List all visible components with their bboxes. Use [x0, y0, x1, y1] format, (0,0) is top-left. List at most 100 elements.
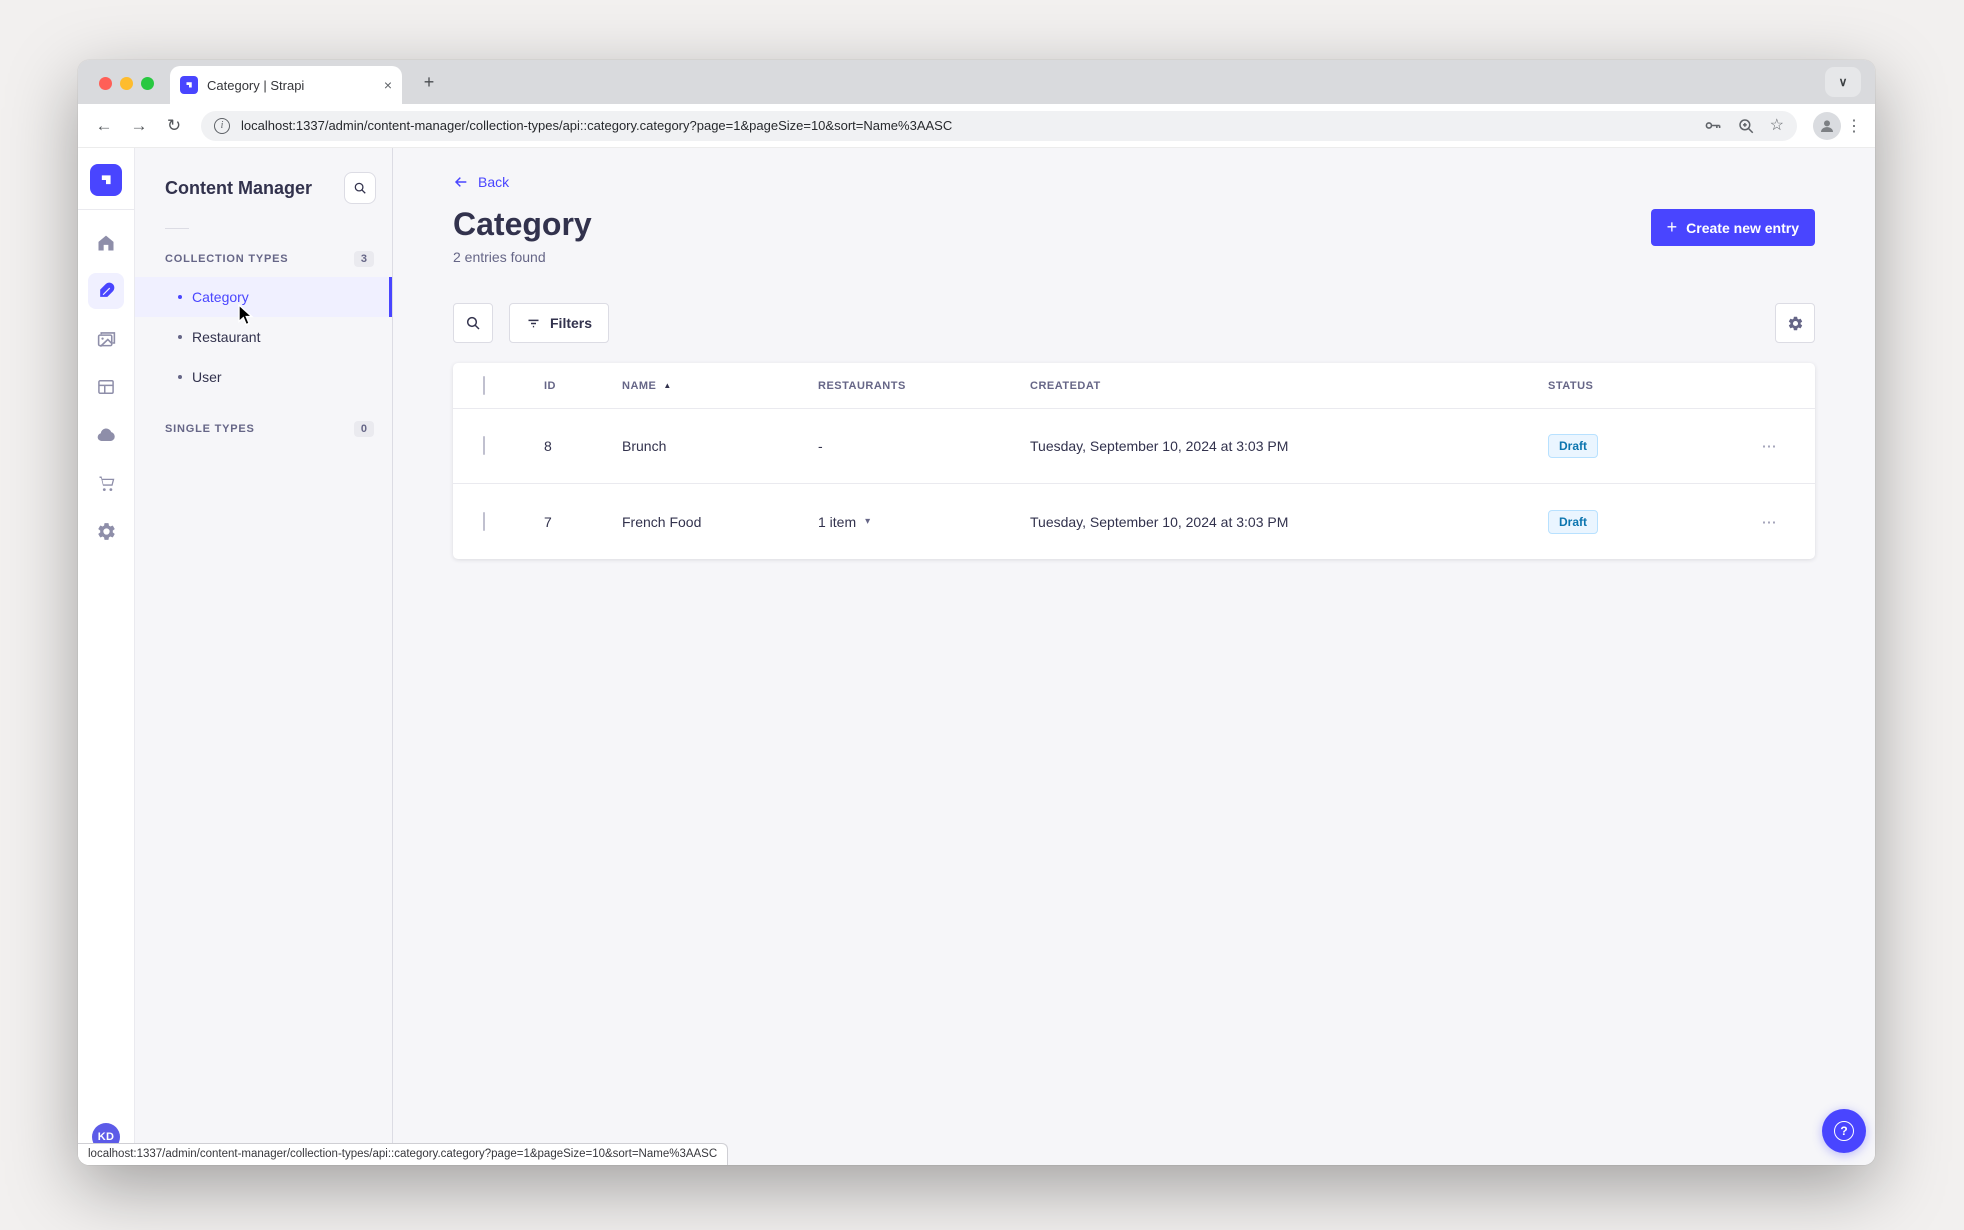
forward-nav-icon[interactable]: →	[130, 115, 148, 135]
new-tab-button[interactable]: +	[423, 71, 435, 92]
filters-label: Filters	[550, 315, 593, 331]
browser-tab[interactable]: Category | Strapi ×	[170, 66, 402, 104]
single-types-label: SINGLE TYPES	[165, 423, 255, 435]
column-header-status[interactable]: STATUS	[1548, 379, 1594, 392]
column-header-restaurants[interactable]: RESTAURANTS	[818, 379, 906, 392]
status-badge: Draft	[1548, 434, 1599, 458]
chevron-down-icon[interactable]: ▾	[865, 516, 871, 527]
nav-content-manager[interactable]	[78, 267, 135, 315]
rail-divider	[78, 209, 134, 210]
tab-strip: Category | Strapi × + ∨	[78, 60, 1875, 104]
strapi-favicon-icon	[180, 76, 198, 94]
site-info-icon[interactable]: i	[214, 117, 230, 134]
single-types-count-badge: 0	[353, 421, 374, 437]
nav-cloud[interactable]	[78, 411, 135, 459]
address-bar[interactable]: i localhost:1337/admin/content-manager/c…	[201, 110, 1797, 141]
question-mark-icon: ?	[1834, 1121, 1854, 1141]
cell-restaurants: -	[818, 438, 823, 454]
collection-types-label: COLLECTION TYPES	[165, 253, 289, 265]
layout-icon	[96, 377, 116, 397]
link-status-bar: localhost:1337/admin/content-manager/col…	[78, 1143, 729, 1165]
sidebar-item-restaurant[interactable]: Restaurant	[135, 317, 392, 357]
nav-media-library[interactable]	[78, 315, 135, 363]
column-header-name[interactable]: NAME	[622, 379, 657, 392]
nav-settings[interactable]	[78, 507, 135, 555]
minimize-window-button[interactable]	[120, 77, 133, 90]
help-button[interactable]: ?	[1822, 1109, 1866, 1153]
row-checkbox[interactable]	[483, 511, 485, 531]
select-all-checkbox[interactable]	[483, 375, 485, 395]
nav-home[interactable]	[78, 219, 135, 267]
entries-count: 2 entries found	[453, 249, 546, 265]
nav-content-type-builder[interactable]	[78, 363, 135, 411]
gear-icon	[96, 521, 117, 542]
filters-button[interactable]: Filters	[509, 303, 610, 343]
back-link[interactable]: Back	[453, 174, 509, 190]
search-icon	[353, 181, 367, 195]
tab-close-icon[interactable]: ×	[383, 77, 392, 93]
search-icon	[465, 315, 481, 331]
strapi-admin: KD Content Manager COLLECTION TYPES 3	[78, 148, 1875, 1165]
nav-marketplace[interactable]	[78, 459, 135, 507]
table-settings-button[interactable]	[1775, 303, 1815, 343]
table-row[interactable]: 7 French Food 1 item ▾ Tuesday, Septembe…	[453, 484, 1815, 559]
cell-name: Brunch	[622, 438, 667, 454]
table-search-button[interactable]	[453, 303, 493, 343]
bullet-icon	[178, 295, 182, 299]
sidebar-item-category[interactable]: Category	[135, 277, 392, 317]
sidebar-item-label: User	[192, 369, 222, 385]
reload-icon[interactable]: ↻	[166, 115, 182, 135]
plus-icon: +	[1666, 217, 1678, 237]
page-title: Category	[453, 206, 592, 242]
collection-types-count-badge: 3	[353, 251, 374, 267]
media-library-icon	[96, 329, 117, 350]
omnibox-actions: ☆	[1703, 116, 1784, 135]
table-row[interactable]: 8 Brunch - Tuesday, September 10, 2024 a…	[453, 409, 1815, 484]
sidebar-item-user[interactable]: User	[135, 357, 392, 397]
cell-createdat: Tuesday, September 10, 2024 at 3:03 PM	[1030, 438, 1289, 454]
entries-table: ID NAME ▲ RESTAURANTS CREATEDAT STATUS 8…	[453, 363, 1815, 559]
subnav-divider	[165, 228, 189, 229]
shopping-cart-icon	[96, 473, 117, 494]
sidebar-item-label: Restaurant	[192, 329, 261, 345]
window-controls	[99, 77, 154, 90]
home-icon	[96, 233, 116, 253]
back-nav-icon[interactable]: ←	[95, 115, 113, 135]
browser-menu-icon[interactable]: ⋮	[1846, 117, 1862, 135]
sort-ascending-icon[interactable]: ▲	[663, 381, 672, 390]
row-menu-icon[interactable]: ⋯	[1761, 513, 1778, 531]
sidebar-item-label: Category	[192, 289, 249, 305]
mouse-cursor	[237, 304, 257, 328]
strapi-logo-icon[interactable]	[90, 164, 122, 196]
url-text[interactable]: localhost:1337/admin/content-manager/col…	[241, 118, 953, 133]
cell-id: 8	[544, 438, 552, 454]
nav-rail: KD	[78, 148, 135, 1165]
cell-name: French Food	[622, 513, 702, 530]
status-badge: Draft	[1548, 509, 1599, 534]
row-checkbox[interactable]	[483, 436, 485, 455]
row-menu-icon[interactable]: ⋯	[1761, 438, 1778, 455]
cell-restaurants[interactable]: 1 item	[818, 513, 857, 530]
cell-createdat: Tuesday, September 10, 2024 at 3:03 PM	[1030, 513, 1289, 530]
close-window-button[interactable]	[99, 77, 112, 90]
browser-profile-avatar[interactable]	[1813, 111, 1841, 140]
column-header-id[interactable]: ID	[544, 379, 556, 392]
cell-id: 7	[544, 513, 552, 530]
password-key-icon[interactable]	[1703, 116, 1722, 135]
bullet-icon	[178, 375, 182, 379]
bullet-icon	[178, 335, 182, 339]
create-button-label: Create new entry	[1686, 219, 1799, 236]
back-label: Back	[478, 174, 510, 190]
bookmark-star-icon[interactable]: ☆	[1769, 116, 1784, 134]
browser-toolbar: ← → ↻ i localhost:1337/admin/content-man…	[78, 104, 1875, 148]
subnav-title: Content Manager	[165, 177, 313, 198]
create-new-entry-button[interactable]: + Create new entry	[1650, 209, 1815, 246]
zoom-window-button[interactable]	[141, 77, 154, 90]
zoom-in-icon[interactable]	[1737, 117, 1755, 135]
tab-search-chevron-icon[interactable]: ∨	[1825, 67, 1861, 97]
column-header-createdat[interactable]: CREATEDAT	[1030, 379, 1101, 392]
subnav-search-button[interactable]	[344, 172, 376, 204]
cloud-icon	[95, 424, 117, 446]
filter-icon	[526, 316, 541, 331]
feather-pen-icon	[88, 273, 124, 309]
